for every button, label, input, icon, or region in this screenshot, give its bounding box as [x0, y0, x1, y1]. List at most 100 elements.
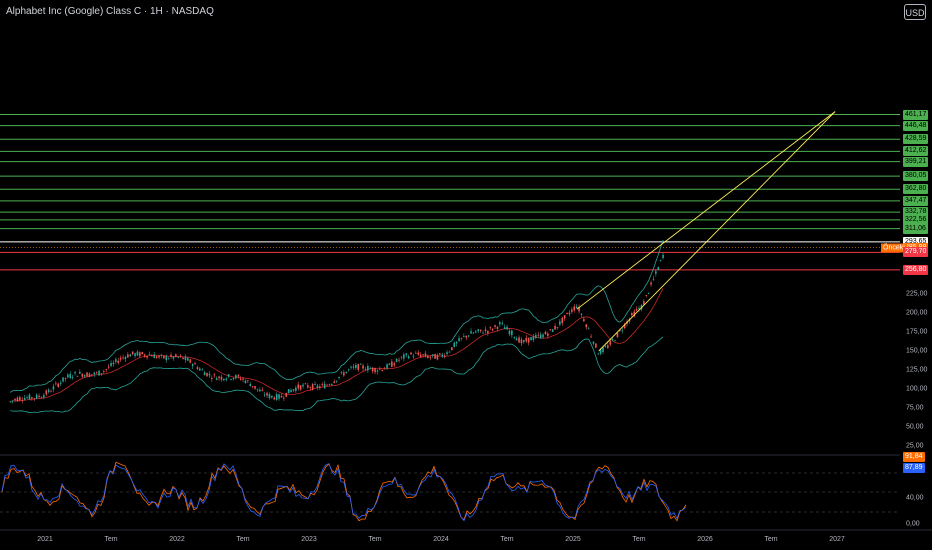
candle-body [446, 352, 448, 355]
candle-body [583, 319, 585, 322]
candle-body [398, 359, 400, 361]
bollinger-lower [10, 336, 664, 414]
time-axis-label: 2022 [169, 536, 185, 543]
candle-body [388, 363, 391, 365]
candle-body [201, 369, 204, 371]
candle-body [215, 378, 218, 381]
candle-body [559, 321, 561, 325]
candle-body [463, 336, 465, 337]
candle-body [460, 337, 463, 339]
candle-body [347, 369, 350, 371]
candle-body [537, 334, 540, 336]
candle-body [244, 380, 247, 384]
candle-body [40, 397, 43, 399]
candle-body [655, 271, 657, 274]
candle-body [319, 386, 321, 388]
candle-body [88, 373, 91, 377]
candle-body [443, 355, 446, 357]
chart-title: Alphabet Inc (Google) Class C · 1H · NAS… [6, 6, 214, 17]
candle-body [592, 341, 595, 344]
candle-body [127, 354, 129, 358]
candle-body [19, 397, 21, 401]
candle-body [105, 369, 108, 370]
horizontal-levels [0, 114, 900, 271]
bollinger-upper [10, 239, 664, 393]
candle-body [110, 362, 112, 367]
trend-lines [576, 111, 836, 352]
price-axis-label: 125,00 [906, 366, 928, 374]
candle-body [343, 372, 345, 376]
candle-body [45, 390, 48, 395]
candle-body [503, 327, 506, 330]
red-level-tag: 256,80 [903, 264, 929, 275]
candle-body [33, 398, 36, 400]
candle-body [79, 371, 81, 374]
candle-body [184, 356, 187, 360]
candle-body [74, 371, 76, 374]
candle-body [496, 326, 499, 329]
candle-body [211, 377, 213, 379]
currency-button[interactable]: USD [904, 4, 926, 20]
time-axis-label: 2026 [697, 536, 713, 543]
candle-body [614, 340, 616, 342]
candle-body [467, 335, 470, 337]
candle-body [213, 374, 216, 376]
candle-body [122, 357, 124, 359]
candles [9, 252, 664, 404]
candle-body [275, 394, 278, 401]
candle-body [134, 353, 136, 357]
time-axis-label: Tem [632, 536, 646, 543]
candle-body [607, 345, 609, 348]
candle-body [81, 373, 84, 377]
candle-body [273, 397, 276, 400]
candle-body [203, 372, 206, 376]
candle-body [95, 372, 98, 374]
candle-body [371, 367, 374, 372]
candle-body [194, 363, 196, 365]
candle-body [23, 397, 26, 400]
white-level-tag: 293,65 [903, 236, 929, 247]
candle-body [227, 374, 230, 377]
candle-body [405, 353, 408, 356]
candle-body [136, 351, 139, 356]
time-axis-label: 2023 [301, 536, 317, 543]
candle-body [650, 282, 652, 285]
candle-body [307, 385, 309, 388]
candle-body [208, 373, 211, 376]
candle-body [470, 331, 472, 334]
candle-body [499, 322, 501, 325]
candle-body [448, 351, 451, 353]
candle-body [563, 315, 566, 319]
candle-body [155, 356, 158, 359]
candle-body [544, 331, 547, 335]
candle-body [547, 333, 549, 336]
time-axis-label: Tem [236, 536, 250, 543]
candle-body [580, 313, 583, 315]
candle-body [645, 295, 648, 296]
candle-body [283, 397, 285, 399]
candle-body [103, 371, 105, 372]
candle-body [434, 354, 436, 359]
candle-body [403, 354, 405, 359]
candle-body [153, 354, 156, 359]
candle-body [146, 355, 148, 358]
green-level-tag: 461,17 [903, 109, 929, 120]
candle-body [100, 373, 103, 374]
candle-body [62, 377, 64, 382]
candle-body [412, 355, 415, 357]
candle-body [172, 356, 175, 359]
candle-body [251, 386, 254, 387]
candle-body [21, 399, 24, 401]
green-level-tag: 347,47 [903, 195, 929, 206]
candle-body [268, 394, 271, 398]
candle-body [175, 354, 177, 357]
trend-line [576, 111, 836, 310]
candle-body [611, 339, 614, 341]
candle-body [52, 386, 55, 390]
candle-body [508, 330, 511, 335]
stoch-d-tag: 91,84 [903, 452, 925, 462]
candle-body [316, 385, 319, 388]
candle-body [271, 395, 273, 398]
candle-body [199, 368, 201, 371]
